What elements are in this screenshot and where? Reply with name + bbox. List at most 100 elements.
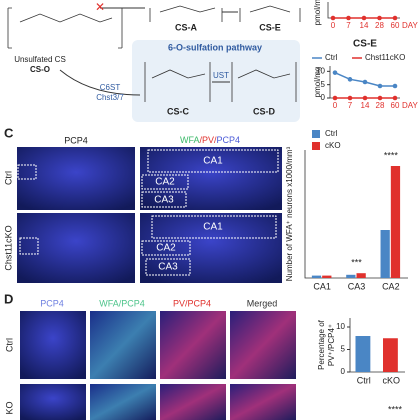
pathway-box: [132, 40, 300, 122]
bar: [355, 336, 371, 372]
panel-label: D: [4, 291, 13, 306]
panel-d-images: PCP4 WFA/PCP4 PV/PCP4 Merged: [20, 298, 296, 420]
arrow: [59, 69, 141, 96]
column-header: Merged: [247, 298, 278, 308]
legend-swatch: [312, 130, 320, 138]
point: [377, 15, 382, 21]
point: [392, 15, 398, 21]
enzyme: UST: [213, 71, 229, 80]
bracket: [7, 7, 123, 49]
y-axis-label: pmol/mg: [313, 67, 322, 98]
label: CS-A: [175, 22, 197, 32]
enzyme: Chst3/7: [96, 93, 124, 102]
micrograph: [17, 147, 135, 210]
bracket: [149, 8, 301, 22]
row-label: Chst11cKO: [3, 225, 13, 270]
significance: ***: [351, 258, 362, 268]
region-label: CA3: [154, 195, 174, 206]
point: [332, 95, 338, 101]
bar: [322, 275, 332, 278]
legend-label: Ctrl: [325, 129, 338, 138]
micrograph: [140, 213, 282, 283]
point: [392, 83, 398, 89]
bar: [356, 273, 366, 278]
panel-label: C: [4, 125, 14, 140]
roi: [19, 237, 39, 255]
region-label: CA3: [158, 262, 178, 273]
micrograph: [230, 384, 296, 420]
x-tick-label: 28: [375, 21, 384, 30]
x-tick-label: 60: [391, 21, 400, 30]
micrograph: [160, 311, 226, 379]
point: [377, 95, 383, 101]
x-tick-label: 14: [361, 101, 370, 110]
column-header: PCP4: [40, 298, 64, 308]
x-tick-label: CA2: [382, 281, 400, 291]
region-label: CA1: [203, 156, 223, 167]
x-axis-label: DAY: [402, 21, 419, 30]
chart-title: CS-E: [353, 39, 377, 50]
x-tick-label: 7: [346, 21, 351, 30]
x-tick-label: Ctrl: [357, 375, 371, 385]
y-axis-label: pmol/mg: [313, 0, 322, 25]
row-label: Ctrl: [4, 338, 14, 352]
region-label: CA2: [156, 243, 176, 254]
x-axis-label: DAY: [402, 101, 419, 110]
x-tick-label: 7: [348, 101, 353, 110]
label: CS-E: [259, 22, 281, 32]
bar: [383, 338, 398, 372]
label: CS-O: [30, 65, 50, 74]
region-boxes: [141, 149, 279, 276]
x-tick-label: 0: [333, 101, 338, 110]
micrograph: [20, 384, 86, 420]
column-header: WFA/PV/PCP4: [180, 135, 240, 145]
point: [361, 15, 367, 21]
label: CS-C: [167, 106, 189, 116]
bar: [380, 230, 390, 278]
pathway-diagram: ✕ CS-A CS-E Unsulfated CS CS-O 6-O-sulfa…: [7, 0, 301, 122]
axes: [327, 2, 400, 19]
roi: [17, 164, 37, 180]
legend-label: cKO: [325, 141, 341, 150]
sugar-chain: [159, 5, 291, 13]
row-label: Ctrl: [3, 171, 13, 185]
y-tick-label: 5: [321, 80, 326, 89]
column-header: WFA/PCP4: [99, 298, 145, 308]
y-tick-label: 5: [341, 345, 346, 354]
x-tick-label: 0: [331, 21, 336, 30]
micrograph: [160, 384, 226, 420]
legend-swatch: [312, 142, 320, 150]
point: [392, 95, 398, 101]
micrograph: [140, 147, 282, 210]
header-part: /PV/: [199, 135, 217, 145]
axes: [304, 150, 408, 279]
row-label: KO: [4, 401, 14, 414]
blocked-mark: ✕: [95, 0, 105, 14]
y-tick-label: 0: [321, 93, 326, 102]
column-header: PV/PCP4: [173, 298, 211, 308]
y-axis-label: Percentage of: [317, 319, 326, 370]
point: [347, 77, 353, 82]
x-tick-label: 14: [360, 21, 369, 30]
sugar-chain: [19, 13, 113, 23]
y-tick-label: 10: [336, 322, 345, 331]
micrograph: [17, 213, 135, 283]
x-tick-label: 60: [391, 101, 400, 110]
significance: ****: [384, 150, 399, 160]
point: [362, 95, 368, 101]
point: [330, 15, 336, 21]
sugar-chain: [151, 69, 291, 79]
point: [347, 95, 353, 101]
x-tick-label: CA1: [313, 281, 331, 291]
x-tick-label: cKO: [382, 375, 400, 385]
label: Unsulfated CS: [14, 55, 66, 64]
x-tick-label: CA3: [348, 281, 366, 291]
y-tick-label: 0: [341, 367, 346, 376]
bar: [346, 274, 356, 278]
enzyme: C6ST: [100, 83, 121, 92]
y-axis-label: PV⁺/PCP4⁺: [327, 324, 336, 366]
legend-label: Chst11cKO: [365, 53, 405, 62]
pathway-title: 6-O-sulfation pathway: [168, 42, 262, 52]
